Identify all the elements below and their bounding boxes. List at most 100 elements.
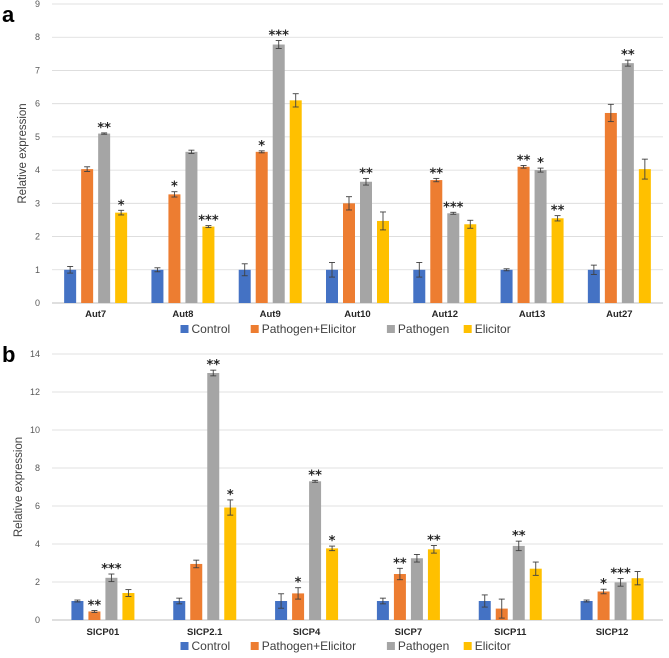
- y-tick-label: 6: [35, 501, 40, 511]
- y-tick-label: 7: [35, 65, 40, 75]
- y-tick-label: 12: [30, 387, 40, 397]
- legend-swatch: [386, 642, 395, 650]
- bar: [275, 601, 288, 620]
- significance-marker: ***: [101, 562, 122, 577]
- bar: [529, 568, 542, 620]
- y-tick-label: 10: [30, 425, 40, 435]
- y-tick-label: 4: [35, 539, 40, 549]
- bar: [224, 507, 237, 620]
- significance-marker: ***: [443, 200, 464, 215]
- significance-marker: *: [537, 156, 544, 171]
- bar: [272, 44, 285, 303]
- bar: [597, 591, 610, 620]
- significance-marker: **: [429, 166, 443, 181]
- legend-item: Pathogen+Elicitor: [250, 639, 356, 653]
- bar: [207, 373, 220, 620]
- significance-marker: *: [118, 198, 125, 213]
- y-axis-label: Relative expression: [17, 103, 29, 203]
- y-tick-label: 3: [35, 198, 40, 208]
- y-tick-label: 0: [35, 615, 40, 625]
- category-label: Aut10: [344, 309, 370, 320]
- bar: [238, 269, 251, 303]
- legend-label: Control: [192, 322, 231, 336]
- category-label: Aut7: [85, 309, 106, 320]
- y-tick-label: 14: [30, 349, 40, 359]
- category-label: SlCP12: [596, 627, 629, 638]
- bar: [190, 563, 203, 620]
- bar: [393, 574, 406, 620]
- legend-item: Pathogen: [386, 639, 449, 653]
- panel-label: b: [2, 342, 15, 367]
- significance-marker: **: [621, 48, 635, 63]
- bar: [631, 578, 644, 620]
- significance-marker: *: [171, 180, 178, 195]
- bar: [551, 218, 564, 303]
- bar: [621, 63, 634, 303]
- bar: [122, 593, 135, 620]
- legend: Control Pathogen+Elicitor Pathogen Elicitor: [180, 322, 511, 336]
- legend-swatch: [463, 325, 472, 333]
- y-tick-label: 4: [35, 165, 40, 175]
- significance-marker: **: [393, 556, 407, 571]
- significance-marker: **: [308, 468, 322, 483]
- legend-swatch: [180, 642, 189, 650]
- y-tick-label: 2: [35, 577, 40, 587]
- y-tick-label: 0: [35, 298, 40, 308]
- legend-swatch: [250, 325, 259, 333]
- significance-marker: **: [551, 204, 565, 219]
- bar: [376, 601, 389, 620]
- bar: [71, 601, 84, 620]
- y-axis-label: Relative expression: [13, 437, 25, 537]
- bar: [430, 180, 443, 303]
- bar: [81, 169, 94, 303]
- category-label: SlCP01: [87, 627, 120, 638]
- bar: [173, 601, 186, 620]
- category-label: SlCP4: [293, 627, 321, 638]
- bar: [168, 194, 181, 303]
- legend-label: Pathogen+Elicitor: [262, 322, 356, 336]
- y-tick-label: 6: [35, 99, 40, 109]
- bar: [64, 269, 77, 303]
- significance-marker: **: [206, 358, 220, 373]
- significance-marker: *: [227, 488, 234, 503]
- legend-label: Pathogen+Elicitor: [262, 639, 356, 653]
- category-label: Aut13: [519, 309, 545, 320]
- bar: [500, 269, 513, 303]
- bar: [202, 226, 215, 303]
- legend-item: Control: [180, 639, 231, 653]
- legend-label: Control: [192, 639, 231, 653]
- bar: [88, 611, 101, 620]
- significance-marker: ***: [198, 214, 219, 229]
- y-tick-label: 2: [35, 232, 40, 242]
- bar: [105, 577, 118, 620]
- bar: [360, 181, 372, 303]
- y-tick-label: 9: [35, 0, 40, 9]
- bar: [309, 481, 322, 620]
- category-label: Aut9: [260, 309, 281, 320]
- significance-marker: *: [295, 576, 302, 591]
- bar: [512, 545, 525, 620]
- bar: [98, 133, 111, 303]
- bar: [343, 203, 355, 303]
- legend-label: Elicitor: [475, 639, 511, 653]
- category-label: SlCP11: [494, 627, 527, 638]
- significance-marker: **: [88, 599, 102, 614]
- legend-swatch: [250, 642, 259, 650]
- significance-marker: ***: [269, 29, 290, 44]
- bar: [517, 166, 530, 303]
- bar: [292, 593, 305, 620]
- legend-item: Control: [180, 322, 231, 336]
- bar: [534, 170, 547, 303]
- category-label: Aut12: [432, 309, 458, 320]
- bar: [614, 582, 627, 620]
- bar: [478, 601, 491, 620]
- significance-marker: **: [427, 534, 441, 549]
- bar: [326, 548, 339, 620]
- bar: [580, 601, 593, 620]
- bar: [604, 112, 617, 303]
- bar: [447, 213, 460, 303]
- bar: [427, 549, 440, 620]
- bar: [413, 269, 426, 303]
- significance-marker: *: [329, 534, 336, 549]
